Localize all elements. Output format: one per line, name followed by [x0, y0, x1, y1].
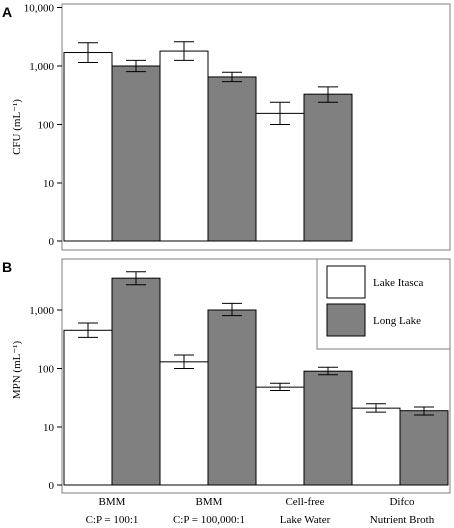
legend: Lake Itasca Long Lake — [316, 258, 451, 350]
panel-a-error-bar-long-lake-1 — [126, 59, 146, 73]
category-label-1-line2: C:P = 100:1 — [86, 514, 139, 526]
panel-a-letter: A — [2, 4, 12, 20]
category-label-4-line2: Nutrient Broth — [370, 514, 435, 526]
panel-a-error-bar-long-lake-2 — [222, 71, 242, 83]
panel-a-plot-frame — [61, 3, 451, 251]
category-label-3-line1: Cell-free — [285, 496, 324, 508]
panel-b-y-tick-label: 100 — [38, 364, 55, 376]
panel-a-y-tick-label: 1,000 — [29, 61, 54, 73]
panel-b-bar-lake-itasca-3 — [255, 386, 305, 486]
panel-b-bar-long-lake-2 — [207, 309, 257, 486]
panel-a-error-bars — [78, 41, 338, 125]
panel-b-y-axis-title: MPN (mL⁻¹) — [11, 341, 23, 400]
panel-b-error-bar-lake-itasca-2 — [174, 354, 194, 369]
legend-label-long-lake: Long Lake — [373, 315, 421, 327]
category-label-2-line1: BMM — [196, 496, 223, 508]
panel-a-y-tick-label: 100 — [38, 120, 55, 132]
panel-a-error-bar-lake-itasca-3 — [270, 101, 290, 125]
panel-a-bar-lake-itasca-3 — [255, 112, 305, 242]
panel-b-y-axis: 0 10 100 1,000 — [29, 305, 62, 492]
panel-b-plot-frame — [61, 258, 451, 494]
category-label-3-line2: Lake Water — [280, 514, 331, 526]
panel-b-bar-long-lake-3 — [303, 370, 353, 486]
panel-b-error-bar-lake-itasca-4 — [366, 403, 386, 413]
panel-a-error-bar-lake-itasca-2 — [174, 41, 194, 61]
panel-a-bar-lake-itasca-2 — [159, 50, 209, 242]
panel-b-bar-long-lake-1 — [111, 277, 161, 486]
panel-b-letter: B — [2, 259, 12, 275]
panel-a-error-bar-lake-itasca-1 — [78, 42, 98, 63]
category-label-1-line1: BMM — [99, 496, 126, 508]
panel-a-bar-long-lake-2 — [207, 76, 257, 242]
panel-b-error-bar-long-lake-2 — [222, 302, 242, 317]
panel-a-y-tick-label: 10,000 — [24, 3, 55, 15]
panel-a-bar-lake-itasca-1 — [63, 52, 113, 242]
panel-b-error-bars — [78, 271, 434, 416]
panel-a-y-tick-label: 0 — [49, 236, 55, 248]
panel-a-y-axis-title: CFU (mL⁻¹) — [11, 99, 23, 155]
panel-b-bar-lake-itasca-2 — [159, 361, 209, 486]
panel-b-y-tick-label: 10 — [43, 422, 55, 434]
panel-b-error-bar-long-lake-1 — [126, 271, 146, 286]
panel-a-error-bar-long-lake-3 — [318, 86, 338, 103]
panel-a-bar-long-lake-1 — [111, 65, 161, 242]
panel-b-y-tick-label: 1,000 — [29, 305, 54, 317]
legend-label-lake-itasca: Lake Itasca — [373, 277, 423, 289]
panel-b-bars — [63, 277, 449, 486]
panel-b-bar-lake-itasca-1 — [63, 329, 113, 486]
panel-b-y-tick-label: 0 — [49, 480, 55, 492]
panel-b-error-bar-long-lake-4 — [414, 406, 434, 416]
category-label-4-line1: Difco — [389, 496, 415, 508]
panel-a-y-tick-label: 10 — [43, 178, 55, 190]
legend-swatch-lake-itasca — [326, 265, 366, 299]
panel-a: A CFU (mL⁻¹) 0 10 100 1,000 10,000 — [2, 3, 451, 251]
panel-a-bar-long-lake-3 — [303, 93, 353, 242]
panel-b-error-bar-lake-itasca-1 — [78, 322, 98, 338]
panel-b-error-bar-long-lake-3 — [318, 366, 338, 376]
panel-b-bar-lake-itasca-4 — [351, 407, 401, 486]
panel-b: B MPN (mL⁻¹) 0 10 100 1,000 Lake Itasca Lon… — [2, 258, 451, 494]
category-label-2-line2: C:P = 100,000:1 — [173, 514, 245, 526]
panel-a-y-axis: 0 10 100 1,000 10,000 — [24, 3, 62, 248]
x-axis-category-labels: BMM C:P = 100:1 BMM C:P = 100,000:1 Cell… — [86, 496, 435, 526]
legend-swatch-long-lake — [326, 303, 366, 337]
panel-a-bars — [63, 50, 353, 242]
panel-b-error-bar-lake-itasca-3 — [270, 382, 290, 392]
panel-b-bar-long-lake-4 — [399, 410, 449, 486]
